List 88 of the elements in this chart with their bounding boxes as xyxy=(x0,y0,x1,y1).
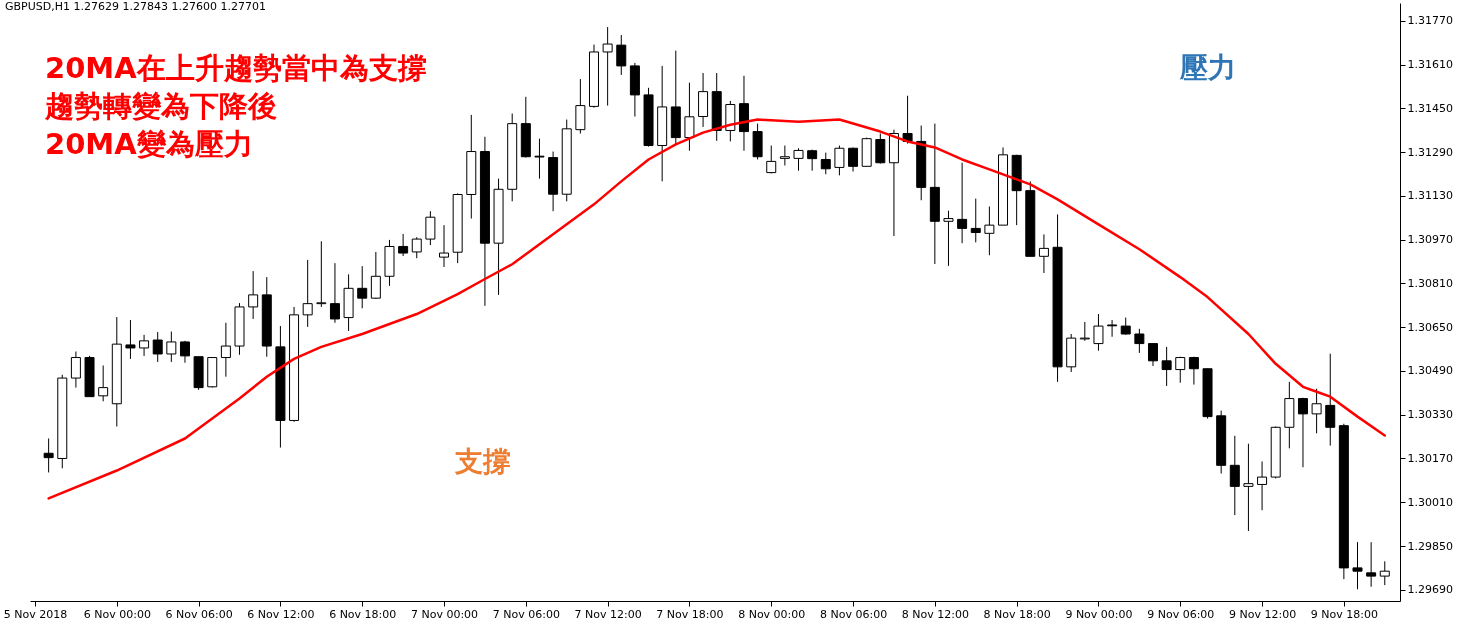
x-tick-label: 6 Nov 12:00 xyxy=(247,607,315,621)
x-tick-label: 9 Nov 00:00 xyxy=(1065,607,1133,621)
candlestick xyxy=(1079,321,1090,342)
y-tick-label: 1.30650 xyxy=(1407,320,1453,334)
candlestick xyxy=(98,364,109,402)
candlestick xyxy=(1147,343,1158,367)
y-tick-label: 1.30330 xyxy=(1407,408,1453,422)
x-tick-label: 7 Nov 00:00 xyxy=(410,607,479,621)
x-tick-label: 7 Nov 06:00 xyxy=(492,607,560,621)
candlestick xyxy=(1297,397,1308,468)
candlestick xyxy=(943,210,954,267)
annotation: 趨勢轉變為下降後 xyxy=(44,89,277,123)
x-tick-label: 9 Nov 12:00 xyxy=(1228,607,1297,621)
candlestick xyxy=(357,265,368,309)
candlestick xyxy=(984,206,995,256)
candlestick xyxy=(1352,541,1363,590)
candlestick xyxy=(534,138,545,180)
candlestick xyxy=(166,331,177,363)
x-tick-label: 5 Nov 2018 xyxy=(3,607,68,621)
candlestick xyxy=(1107,319,1118,338)
candlestick xyxy=(616,34,627,76)
candlestick xyxy=(1379,560,1390,586)
candlestick xyxy=(684,82,695,152)
x-tick-label: 8 Nov 00:00 xyxy=(738,607,806,621)
candlestick xyxy=(329,262,340,324)
candlestick xyxy=(848,146,859,173)
candlestick xyxy=(125,319,136,360)
candlestick xyxy=(139,334,150,357)
candlestick xyxy=(316,240,327,308)
x-tick-label: 6 Nov 00:00 xyxy=(83,607,151,621)
candlestick xyxy=(411,236,422,259)
x-tick-label: 7 Nov 18:00 xyxy=(656,607,724,621)
candlestick xyxy=(43,438,54,473)
candlestick xyxy=(820,152,831,175)
annotation: GBPUSD,H1 1.27629 1.27843 1.27600 1.27701 xyxy=(5,0,266,13)
candlestick xyxy=(398,233,409,257)
candlestick xyxy=(602,26,613,107)
x-tick-label: 9 Nov 06:00 xyxy=(1147,607,1215,621)
x-tick-label: 9 Nov 18:00 xyxy=(1310,607,1378,621)
y-tick-label: 1.31610 xyxy=(1407,58,1453,72)
annotation: 壓力 xyxy=(1179,51,1236,84)
candlestick xyxy=(779,145,790,166)
candlestick xyxy=(1311,388,1322,434)
candlestick xyxy=(1257,460,1268,511)
y-tick-label: 1.31290 xyxy=(1407,145,1453,159)
y-tick-label: 1.31450 xyxy=(1407,101,1453,115)
annotation: 20MA變為壓力 xyxy=(45,127,253,161)
candlestick xyxy=(1161,346,1172,387)
y-tick-label: 1.30970 xyxy=(1407,233,1453,247)
candlestick xyxy=(1093,313,1104,352)
candlestick xyxy=(1229,435,1240,516)
candlestick xyxy=(439,224,450,268)
candlestick xyxy=(1366,541,1377,588)
candlestick xyxy=(1243,443,1254,532)
y-tick-label: 1.30010 xyxy=(1407,495,1453,509)
x-tick-label: 8 Nov 18:00 xyxy=(983,607,1051,621)
annotation: 支撐 xyxy=(454,445,511,478)
candlestick xyxy=(1175,356,1186,384)
candlestick xyxy=(370,251,381,300)
candlestick xyxy=(70,351,81,389)
y-tick-label: 1.29690 xyxy=(1407,583,1453,597)
y-tick-label: 1.30490 xyxy=(1407,364,1453,378)
y-tick-label: 1.31130 xyxy=(1407,189,1453,203)
y-tick-label: 1.29850 xyxy=(1407,539,1453,553)
candlestick xyxy=(1134,328,1145,354)
candlestick xyxy=(220,322,231,378)
x-tick-label: 7 Nov 12:00 xyxy=(574,607,642,621)
x-tick-label: 8 Nov 06:00 xyxy=(819,607,888,621)
candlestick xyxy=(970,198,981,243)
candlestick xyxy=(1038,233,1049,274)
annotation: 20MA在上升趨勢當中為支撐 xyxy=(45,51,427,85)
candlestick xyxy=(834,145,845,176)
candlestick xyxy=(957,162,968,244)
candlestick xyxy=(875,132,886,165)
candlestick xyxy=(793,147,804,172)
y-tick-label: 1.30810 xyxy=(1407,276,1453,290)
candlestick xyxy=(425,210,436,246)
candlestick xyxy=(152,331,163,363)
candlestick xyxy=(302,259,313,328)
y-tick-label: 1.30170 xyxy=(1407,451,1453,465)
candlestick xyxy=(248,270,259,320)
x-tick-label: 8 Nov 12:00 xyxy=(901,607,969,621)
candlestick xyxy=(766,145,777,174)
candlestick xyxy=(1188,356,1199,386)
candlestick xyxy=(1325,353,1336,447)
y-tick-label: 1.31770 xyxy=(1407,14,1453,28)
x-tick-label: 6 Nov 06:00 xyxy=(165,607,233,621)
x-tick-label: 6 Nov 18:00 xyxy=(329,607,397,621)
